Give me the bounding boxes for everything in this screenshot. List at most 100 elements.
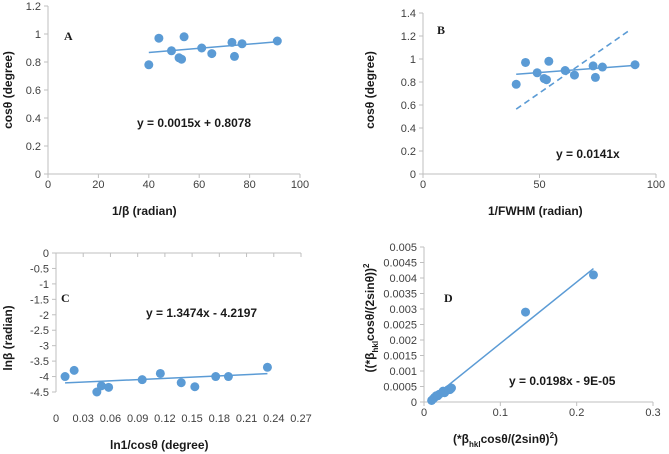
data-point — [92, 387, 102, 397]
y-tick-label: 0 — [35, 169, 41, 181]
panel-letter: B — [437, 23, 445, 37]
data-point — [104, 382, 114, 392]
y-tick-label: 1.2 — [401, 31, 416, 43]
trendline-equation: y = 0.0015x + 0.8078 — [137, 116, 251, 130]
x-axis-label-part: ) — [554, 432, 558, 446]
data-point — [96, 381, 106, 391]
y-tick-label: -3.5 — [30, 356, 49, 368]
y-tick-label: 0.4 — [401, 123, 416, 135]
y-axis-label-part: cosθ/(2sinθ)) — [363, 268, 377, 341]
y-axis-label: cosθ (degree) — [363, 51, 377, 129]
y-axis-label-part: ((*β — [363, 353, 377, 373]
x-tick-label: 0 — [421, 407, 427, 419]
x-axis-label-part: cosθ/(2sinθ) — [481, 432, 550, 446]
y-axis-label: ((*βhklcosθ/(2sinθ))2 — [362, 263, 380, 373]
chart-panel-d: 0 0.0005 0.001 0.0015 0.002 0.0025 0.003 0.0035… — [362, 242, 661, 449]
y-tick-label: -2 — [39, 310, 49, 322]
x-tick-label: 60 — [193, 179, 205, 191]
y-axis-label-part: hkl — [371, 341, 380, 353]
data-point — [521, 57, 531, 67]
data-point — [223, 372, 233, 382]
x-tick-label: 100 — [647, 179, 665, 191]
y-axis-label: cosθ (degree) — [1, 51, 15, 129]
x-axis-label-part: (*β — [453, 432, 469, 446]
y-tick-label: 0.6 — [26, 85, 41, 97]
x-tick-label: 50 — [533, 179, 545, 191]
y-tick-label: 1 — [35, 29, 41, 41]
x-axis-label-part: 2 — [550, 431, 555, 440]
y-tick-label: 0.4 — [26, 113, 41, 125]
y-tick-label: 0.005 — [389, 242, 417, 254]
y-axis-label: lnβ (radian) — [1, 305, 15, 370]
data-point — [630, 60, 640, 70]
panel-letter: A — [64, 29, 73, 43]
y-tick-label: 0.0015 — [383, 351, 417, 363]
data-point — [176, 378, 186, 388]
data-point — [190, 382, 200, 392]
x-tick-label: 0 — [45, 179, 51, 191]
data-point — [588, 61, 598, 71]
x-tick-label: 100 — [291, 179, 309, 191]
y-tick-label: 0.004 — [389, 273, 417, 285]
data-point — [207, 49, 217, 59]
panel-letter: D — [444, 291, 453, 305]
x-tick-label: 0.12 — [154, 413, 175, 425]
data-point — [544, 56, 554, 66]
data-point — [521, 307, 531, 317]
data-point — [588, 270, 598, 280]
y-tick-label: 0.0045 — [383, 258, 417, 270]
data-point — [237, 39, 247, 49]
y-tick-label: 0 — [411, 397, 417, 409]
y-tick-label: 1.2 — [26, 1, 41, 13]
data-point — [272, 36, 282, 46]
chart-panel-b: 0 0.2 0.4 0.6 0.8 1 1.2 1.4 0 50 100 By = 0.0141x 1/… — [363, 8, 665, 218]
panel-letter: C — [61, 291, 70, 305]
x-tick-label: 0 — [420, 179, 426, 191]
x-tick-label: 0.18 — [209, 413, 230, 425]
trendline — [65, 372, 268, 384]
data-point — [144, 60, 154, 70]
x-tick-label: 0.2 — [569, 407, 584, 419]
y-tick-label: -3 — [39, 341, 49, 353]
data-point — [177, 54, 187, 64]
data-point — [154, 33, 164, 43]
trendline-equation: y = 0.0141x — [556, 147, 620, 161]
trendline-equation: y = 1.3474x - 4.2197 — [146, 306, 257, 320]
data-point — [155, 368, 165, 378]
x-tick-label: 40 — [143, 179, 155, 191]
y-tick-label: 0.002 — [389, 335, 417, 347]
y-tick-label: 0.2 — [401, 146, 416, 158]
x-tick-label: 0.1 — [493, 407, 508, 419]
data-point — [69, 365, 79, 375]
y-axis-label-part: 2 — [362, 263, 371, 268]
x-tick-label: 0.09 — [127, 413, 148, 425]
x-tick-label: 0.21 — [236, 413, 257, 425]
data-point — [262, 362, 272, 372]
y-tick-label: 0.003 — [389, 304, 417, 316]
x-tick-label: 0.3 — [645, 407, 660, 419]
data-point — [179, 32, 189, 42]
data-point — [166, 46, 176, 56]
trendline-equation: y = 0.0198x - 9E-05 — [509, 374, 616, 388]
y-tick-label: -2.5 — [30, 325, 49, 337]
x-axis-label: (*βhklcosθ/(2sinθ)2) — [453, 431, 558, 449]
data-point — [446, 383, 456, 393]
dashed-fit-line — [515, 29, 631, 110]
chart-panel-c: 0 -0.5 -1 -1.5 -2 -2.5 -3 -3.5 -4 -4.5 0 0.03 0.06 0.… — [1, 248, 312, 452]
x-axis-label: ln1/cosθ (degree) — [110, 438, 209, 452]
x-tick-label: 0.15 — [181, 413, 202, 425]
y-tick-label: -0.5 — [30, 263, 49, 275]
x-tick-label: 0.06 — [100, 413, 121, 425]
x-axis-label-part: hkl — [469, 440, 481, 449]
data-point — [560, 66, 570, 75]
y-tick-label: 0.2 — [26, 141, 41, 153]
y-tick-label: 0.0005 — [383, 382, 417, 394]
data-point — [197, 43, 207, 53]
y-tick-label: 0 — [43, 248, 49, 260]
y-tick-label: 0.8 — [401, 77, 416, 89]
trendline — [431, 267, 594, 400]
y-tick-label: -4.5 — [30, 387, 49, 399]
x-tick-label: 0.27 — [290, 413, 311, 425]
data-point — [60, 372, 70, 382]
y-tick-label: -1.5 — [30, 294, 49, 306]
